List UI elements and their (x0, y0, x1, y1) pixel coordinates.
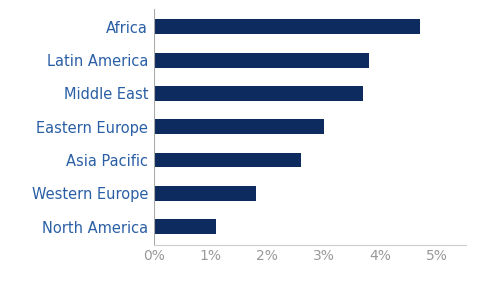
Bar (154, 86, 363, 101)
Bar (154, 19, 420, 34)
Bar (154, 53, 369, 68)
Bar (154, 186, 256, 201)
Bar (154, 119, 324, 134)
Bar (154, 219, 216, 234)
Bar (154, 153, 301, 168)
